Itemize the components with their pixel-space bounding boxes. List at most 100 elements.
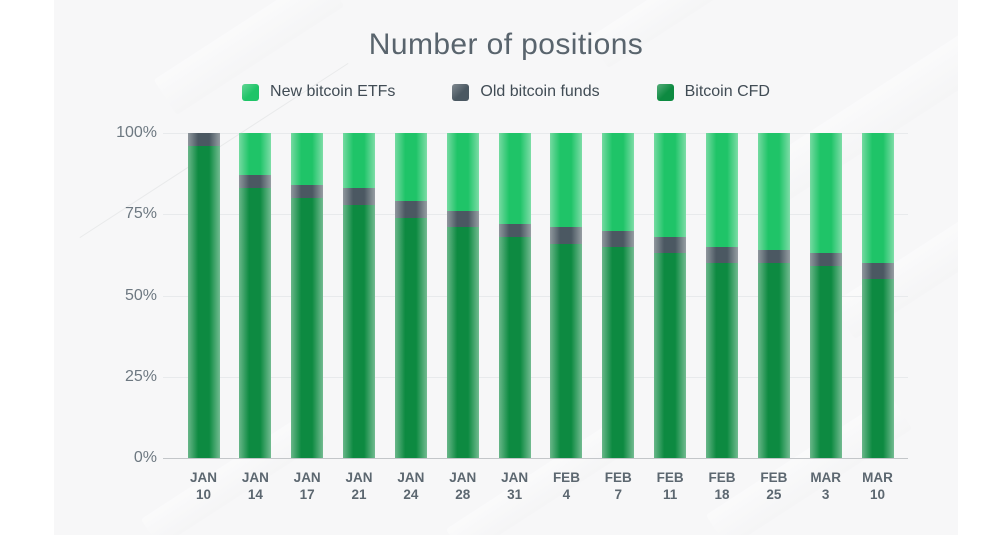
infographic-panel: Number of positions New bitcoin ETFs Old… [54,0,958,535]
legend-item-new-bitcoin-etfs: New bitcoin ETFs [242,83,395,101]
segment-new-bitcoin-etfs [809,133,842,254]
segment-new-bitcoin-etfs [654,133,687,237]
legend-swatch [242,83,260,101]
segment-new-bitcoin-etfs [291,133,324,185]
segment-old-bitcoin-funds [343,188,376,205]
segment-new-bitcoin-etfs [757,133,790,250]
x-axis-label: MAR 3 [810,469,841,503]
bar-jan-24 [394,133,427,458]
segment-new-bitcoin-etfs [446,133,479,211]
x-axis-label-month: JAN [397,470,425,485]
x-axis-label: JAN 14 [242,469,269,503]
segment-bitcoin-cfd [446,227,479,458]
x-axis-label-month: FEB [552,470,580,485]
segment-old-bitcoin-funds [498,224,531,237]
plot-area: 0% 25% 50% 75% 100% JAN 10 JAN 14 JAN 17 JAN 21 JAN 24… [116,124,908,502]
x-axis-label: JAN 17 [294,469,321,503]
y-axis-label: 25% [124,367,157,385]
y-axis-label: 50% [124,286,157,304]
segment-bitcoin-cfd [394,217,427,458]
bar-jan-14 [239,133,272,458]
x-axis-label-day: 11 [663,487,678,502]
gridline-75 [163,214,908,216]
bar-feb-11 [654,133,687,458]
segment-new-bitcoin-etfs [861,133,894,263]
legend-label: New bitcoin ETFs [270,83,396,100]
legend-label: Bitcoin CFD [684,83,770,100]
x-axis-label-month: JAN [189,470,218,485]
x-axis-label-day: 10 [870,487,886,502]
segment-bitcoin-cfd [550,243,583,458]
gridline-25 [163,376,908,378]
segment-new-bitcoin-etfs [550,133,583,228]
x-axis-label-day: 28 [455,487,471,502]
bar-feb-18 [706,133,738,458]
segment-new-bitcoin-etfs [394,133,427,202]
segment-bitcoin-cfd [291,198,324,458]
segment-old-bitcoin-funds [861,263,894,280]
x-axis-label: JAN 31 [501,469,528,503]
legend-swatch [452,83,470,101]
x-axis-label-day: 4 [562,487,571,502]
chart-legend: New bitcoin ETFs Old bitcoin funds Bitco… [54,83,958,101]
x-axis-label-month: JAN [241,470,269,485]
segment-old-bitcoin-funds [602,230,635,248]
x-axis-label-day: 31 [507,487,523,502]
segment-bitcoin-cfd [706,263,738,458]
segment-old-bitcoin-funds [809,253,842,267]
y-axis-label: 100% [116,124,157,141]
x-axis-label-month: MAR [862,470,893,485]
x-axis-label-day: 7 [614,487,623,502]
x-axis-label-month: FEB [760,470,788,485]
x-axis-label-month: JAN [293,470,321,485]
segment-new-bitcoin-etfs [239,133,272,176]
x-axis-label: MAR 10 [862,469,893,503]
segment-new-bitcoin-etfs [602,133,635,231]
x-axis-label-month: FEB [604,470,632,485]
segment-old-bitcoin-funds [550,227,583,244]
bar-feb-25 [757,133,790,458]
segment-old-bitcoin-funds [446,211,479,228]
segment-new-bitcoin-etfs [706,133,738,247]
x-axis-label: FEB 7 [605,469,632,503]
y-axis-label: 75% [124,205,157,223]
x-axis-label: JAN 21 [346,469,373,503]
segment-old-bitcoin-funds [757,250,790,263]
x-axis-label-day: 3 [821,487,830,502]
bar-feb-4 [550,133,583,458]
bar-jan-21 [343,133,376,458]
legend-swatch [656,83,674,101]
segment-old-bitcoin-funds [654,237,687,254]
x-axis-label-day: 10 [195,487,212,502]
x-axis-label: FEB 4 [553,469,580,503]
bar-jan-10 [187,133,220,458]
segment-old-bitcoin-funds [291,185,324,198]
x-axis-label-month: FEB [708,470,736,485]
x-axis-label-day: 25 [766,487,782,502]
segment-bitcoin-cfd [239,188,272,458]
x-axis-label-month: JAN [345,470,373,485]
segment-bitcoin-cfd [498,237,531,458]
x-axis-label-month: JAN [449,470,477,485]
x-axis-label-month: MAR [810,470,842,485]
x-axis-label: FEB 18 [709,469,736,503]
gridline-100 [163,133,908,134]
segment-old-bitcoin-funds [187,133,220,146]
x-axis-label-day: 24 [403,487,419,502]
chart-title: Number of positions [368,28,644,61]
x-axis-label: JAN 24 [397,469,424,503]
segment-new-bitcoin-etfs [343,133,376,189]
segment-bitcoin-cfd [654,253,687,458]
bar-jan-31 [498,133,531,458]
gridline-0 [163,458,908,459]
segment-bitcoin-cfd [602,246,635,459]
bar-feb-7 [602,133,635,459]
x-axis-label: FEB 11 [657,469,684,503]
x-axis-label-day: 17 [299,487,315,502]
x-axis-label: JAN 28 [449,469,476,503]
segment-new-bitcoin-etfs [498,133,531,224]
legend-label: Old bitcoin funds [480,83,600,100]
segment-bitcoin-cfd [757,263,790,458]
x-axis-label: FEB 25 [760,469,787,503]
x-axis-label-day: 21 [351,487,367,502]
